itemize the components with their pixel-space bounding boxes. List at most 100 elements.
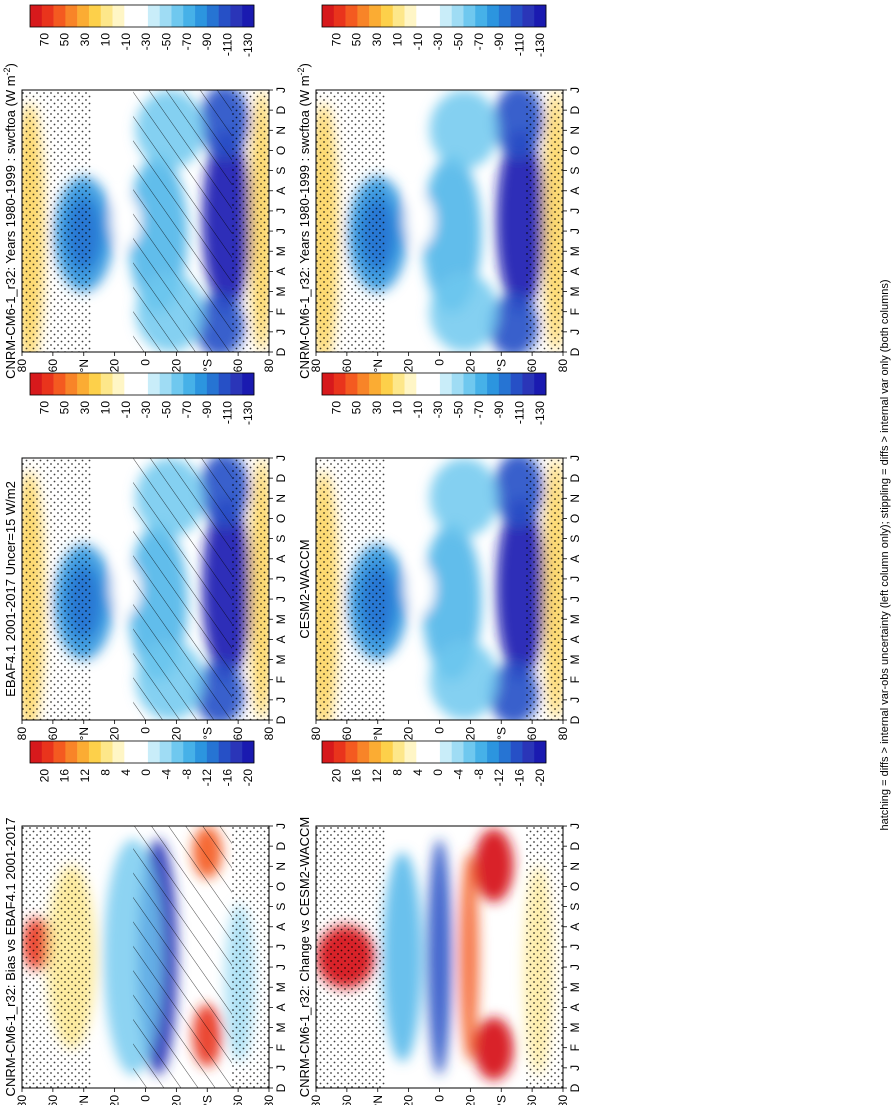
colorbar-swatch [333,5,346,27]
stippling [316,826,386,1088]
month-tick-label: F [568,1044,582,1051]
colorbar-swatch [333,741,346,763]
month-tick-label: N [568,862,582,871]
figure-footnote: hatching = diffs > internal var-obs unce… [879,279,891,830]
month-tick-label: N [568,126,582,135]
lat-tick-label: °S [494,1095,508,1105]
month-tick-label: D [274,105,288,114]
month-tick-label: D [568,715,582,724]
month-tick-label: A [568,555,582,563]
colorbar-tick-label: 10 [98,33,112,47]
colorbar-tick-label: 4 [411,769,425,776]
colorbar-swatch [147,373,160,395]
colorbar-swatch [522,5,535,27]
lat-tick-label: °S [200,359,214,372]
colorbar-swatch [41,373,54,395]
colorbar-top-right: 70 50 30 10 -10 -30 -50 -70 -90 -110 -130 [321,4,547,57]
heatmap-region [429,90,499,169]
colorbar-tick-label: 12 [370,769,384,783]
lat-tick-label: 0 [433,1095,447,1102]
colorbar-swatch [30,5,43,27]
colorbar-swatch [404,373,417,395]
month-tick-label: J [568,596,582,602]
colorbar-swatch [230,373,243,395]
colorbar-swatch [428,5,441,27]
panel-title: EBAF4.1 2001-2017 Uncer=15 W/m2 [3,481,18,697]
colorbar-tick-label: 10 [390,33,404,47]
month-tick-label: D [568,105,582,114]
colorbar-swatch [534,5,547,27]
colorbar-swatch [206,373,219,395]
heatmap-region [404,194,435,248]
colorbar-tick-label: 4 [119,769,133,776]
colorbar-swatch [242,5,255,27]
colorbar-swatch [333,373,346,395]
colorbar-swatch [380,5,394,27]
colorbar-tick-label: 16 [350,769,364,783]
lat-tick-label: 0 [433,727,447,734]
colorbar-swatch [112,373,125,395]
month-tick-label: D [274,1083,288,1092]
lat-tick-label: °S [494,359,508,372]
month-tick-label: J [568,87,582,93]
colorbar-tick-label: -50 [160,401,174,419]
colorbar-swatch [451,5,464,27]
month-tick-label: J [568,1065,582,1071]
colorbar-frame [321,372,547,396]
colorbar-frame [321,4,547,28]
month-tick-label: A [568,1003,582,1011]
lat-tick-label: °N [371,1095,385,1105]
colorbar-tick-label: -16 [221,769,235,787]
colorbar-swatch [345,373,358,395]
colorbar-tick-label: -70 [180,33,194,51]
month-tick-label: M [568,1023,582,1033]
colorbar-tick-label: -130 [241,33,255,57]
month-tick-label: O [568,146,582,155]
colorbar-swatch [369,373,382,395]
heatmap-region [422,523,482,681]
colorbar-tick-label: 50 [58,33,72,47]
panel-top-left: 70 50 30 10 -10 -30 -50 -70 -90 -110 -130 CNRM-CM6-… [2,4,288,379]
colorbar-tick-label: -90 [492,401,506,419]
month-tick-label: D [274,715,288,724]
colorbar-swatch [416,741,429,763]
lat-tick-label: 80 [556,1095,570,1105]
stippling [22,90,92,352]
month-tick-label: M [274,614,288,624]
colorbar-swatch [218,373,231,395]
month-tick-label: N [274,862,288,871]
colorbar-frame [29,740,255,764]
colorbar-swatch [77,741,90,763]
colorbar-swatch [77,373,90,395]
hatching [133,90,232,352]
panel-title: CNRM-CM6-1_r32: Change vs CESM2-WACCM [297,817,312,1098]
month-tick-label: J [568,944,582,950]
month-tick-label: D [274,473,288,482]
colorbar-swatch [451,373,464,395]
colorbar-tick-label: -70 [472,401,486,419]
colorbar-swatch [498,741,511,763]
month-tick-label: M [274,246,288,256]
stippling [525,458,563,720]
colorbar-swatch [41,5,54,27]
stippling [22,458,92,720]
month-tick-label: J [274,697,288,703]
colorbar-tick-label: -16 [513,769,527,787]
panel-title: CNRM-CM6-1_r32: Bias vs EBAF4.1 2001-201… [3,818,18,1097]
month-tick-label: S [274,903,288,911]
lat-tick-label: 20 [169,359,183,373]
lat-tick-label: 0 [139,1095,153,1102]
heatmap-region [404,562,435,616]
heatmap-region [459,852,480,1062]
colorbar-swatch [522,373,535,395]
lat-tick-label: 80 [262,1095,276,1105]
lat-tick-label: 20 [402,1095,416,1105]
heatmap-region [427,839,452,1075]
panel-title: CESM2-WACCM [297,539,312,638]
colorbar-swatch [522,741,535,763]
heatmap-field [316,458,563,720]
colorbar-swatch [510,5,523,27]
lat-tick-label: 20 [463,359,477,373]
colorbar-tick-label: -20 [241,769,255,787]
